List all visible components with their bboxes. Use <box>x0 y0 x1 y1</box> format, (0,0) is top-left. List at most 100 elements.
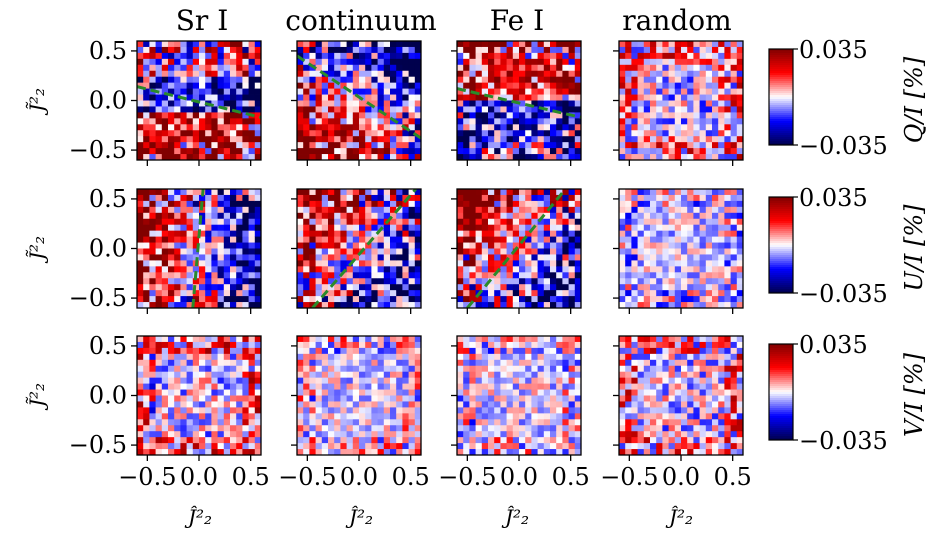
heatmap-cell <box>174 64 181 72</box>
heatmap-cell <box>149 206 156 214</box>
heatmap-cell <box>408 302 416 309</box>
heatmap-cell <box>625 290 632 297</box>
heatmap-cell <box>340 112 347 119</box>
heatmap-cell <box>328 242 335 249</box>
heatmap-cell <box>556 41 563 48</box>
heatmap-cell <box>525 290 532 297</box>
heatmap-cell <box>192 100 200 107</box>
heatmap-cell <box>531 278 538 285</box>
heatmap-cell <box>699 46 707 54</box>
heatmap-cell <box>143 302 150 309</box>
heatmap-cell <box>192 112 200 119</box>
heatmap-cell <box>643 76 651 84</box>
heatmap-cell <box>668 142 676 149</box>
heatmap-cell <box>650 407 657 414</box>
heatmap-cell <box>699 194 707 202</box>
heatmap-cell <box>574 260 582 267</box>
heatmap-cell <box>556 206 563 214</box>
heatmap-cell <box>506 359 514 367</box>
heatmap-cell <box>674 443 682 450</box>
heatmap-cell <box>414 148 422 155</box>
heatmap-cell <box>402 236 409 243</box>
heatmap-cell <box>346 353 354 361</box>
heatmap-cell <box>537 142 545 149</box>
heatmap-cell <box>562 260 569 267</box>
heatmap-cell <box>494 189 501 196</box>
heatmap-cell <box>506 118 514 125</box>
heatmap-cell <box>371 100 378 107</box>
heatmap-cell <box>149 224 156 232</box>
heatmap-cell <box>414 371 422 379</box>
heatmap-cell <box>402 52 409 60</box>
heatmap-cell <box>525 230 532 237</box>
heatmap-cell <box>161 142 169 149</box>
heatmap-cell <box>674 359 682 367</box>
heatmap-cell <box>309 365 316 373</box>
heatmap-cell <box>656 336 663 343</box>
heatmap-cell <box>230 383 237 390</box>
heatmap-cell <box>568 401 576 408</box>
heatmap-cell <box>408 365 416 373</box>
heatmap-cell <box>396 124 403 131</box>
heatmap-cell <box>637 449 645 456</box>
heatmap-cell <box>230 272 237 279</box>
heatmap-cell <box>475 284 483 291</box>
heatmap-cell <box>242 407 249 414</box>
heatmap-cell <box>377 112 385 119</box>
heatmap-cell <box>556 353 563 361</box>
heatmap-cell <box>705 218 713 226</box>
heatmap-cell <box>512 76 520 84</box>
heatmap-cell <box>562 365 569 373</box>
heatmap-cell <box>469 189 476 196</box>
heatmap-cell <box>248 58 256 66</box>
heatmap-cell <box>637 206 645 214</box>
heatmap-cell <box>469 383 476 390</box>
heatmap-cell <box>211 254 218 261</box>
heatmap-cell <box>223 124 231 131</box>
heatmap-cell <box>137 266 144 273</box>
heatmap-cell <box>359 46 366 54</box>
heatmap-cell <box>174 100 181 107</box>
heatmap-cell <box>408 347 416 355</box>
heatmap-cell <box>186 302 194 309</box>
heatmap-cell <box>650 353 657 361</box>
heatmap-cell <box>242 419 249 426</box>
heatmap-cell <box>512 218 520 226</box>
heatmap-cell <box>512 260 520 267</box>
heatmap-cell <box>199 371 206 379</box>
heatmap-cell <box>359 200 366 208</box>
heatmap-cell <box>525 449 532 456</box>
heatmap-cell <box>562 389 569 396</box>
heatmap-cell <box>211 336 218 343</box>
heatmap-cell <box>475 413 483 420</box>
heatmap-cell <box>180 230 187 237</box>
heatmap-cell <box>223 341 231 349</box>
heatmap-cell <box>334 218 341 226</box>
heatmap-cell <box>481 212 489 220</box>
heatmap-cell <box>155 377 163 384</box>
heatmap-cell <box>352 82 360 89</box>
heatmap-cell <box>168 148 175 155</box>
heatmap-cell <box>736 254 744 261</box>
heatmap-cell <box>414 46 422 54</box>
heatmap-cell <box>512 296 520 303</box>
heatmap-cell <box>365 194 372 202</box>
heatmap-cell <box>531 437 538 444</box>
heatmap-cell <box>180 290 187 297</box>
heatmap-cell <box>619 443 626 450</box>
heatmap-cell <box>736 431 744 438</box>
heatmap-cell <box>718 296 725 303</box>
heatmap-cell <box>662 230 669 237</box>
heatmap-cell <box>180 248 187 255</box>
heatmap-cell <box>137 94 144 101</box>
heatmap-cell <box>371 353 378 361</box>
heatmap-cell <box>414 100 422 107</box>
heatmap-cell <box>365 64 372 72</box>
heatmap-cell <box>531 148 538 155</box>
heatmap-cell <box>248 377 256 384</box>
heatmap-cell <box>211 302 218 309</box>
heatmap-cell <box>174 41 181 48</box>
heatmap-cell <box>475 242 483 249</box>
heatmap-cell <box>736 88 744 95</box>
heatmap-cell <box>248 206 256 214</box>
